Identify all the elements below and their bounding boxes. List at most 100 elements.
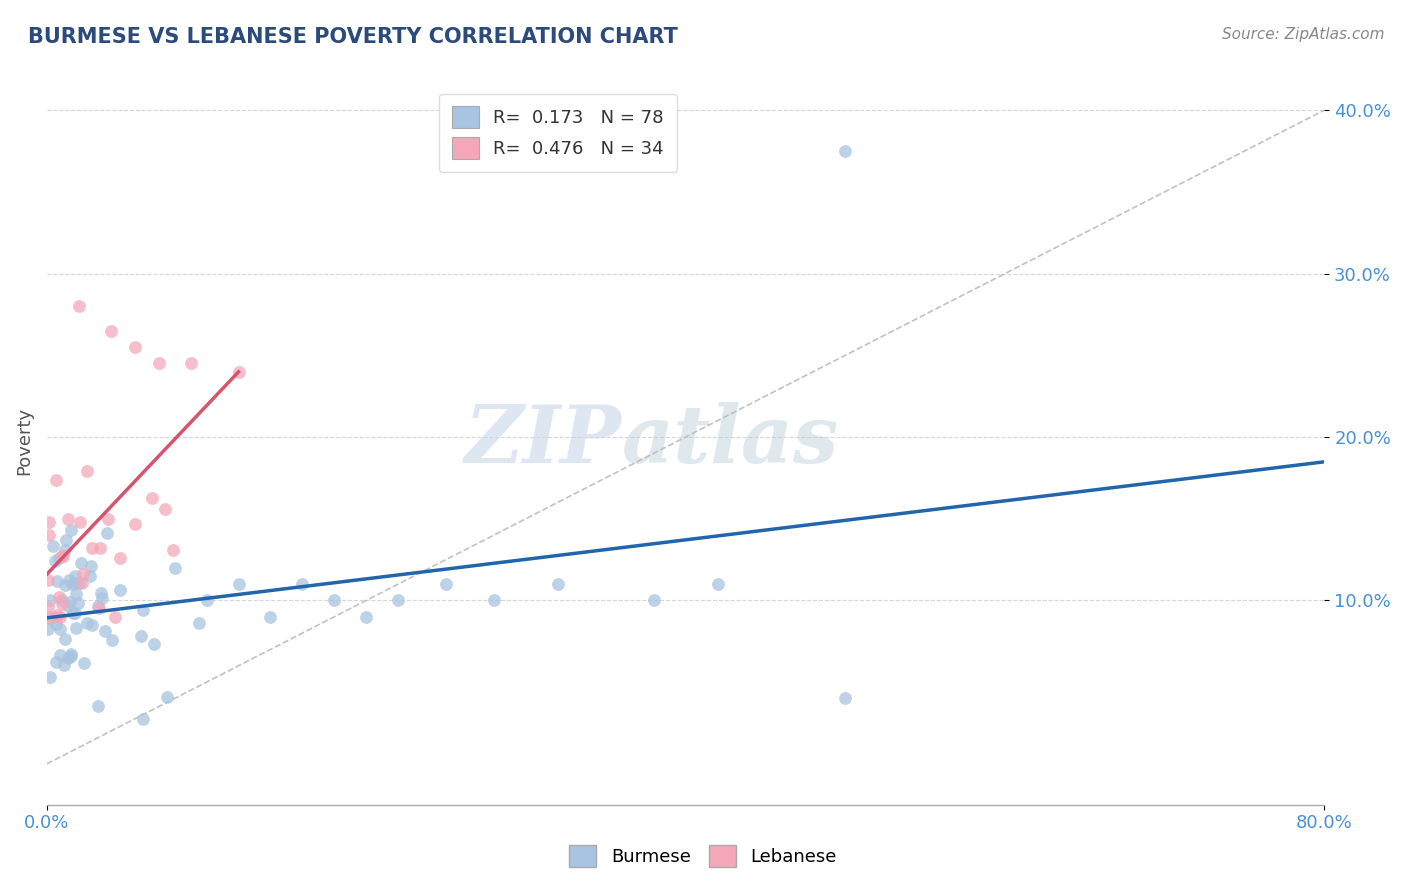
Point [132,603,155,617]
Point [45,655,67,669]
Point [58,573,80,587]
Point [63,568,86,582]
Point [142,637,165,651]
Point [434,577,457,591]
Point [44,609,66,624]
Point [37,574,59,588]
Point [45,473,67,487]
Point [58,649,80,664]
Point [69,515,91,529]
Point [65,587,87,601]
Text: Source: ZipAtlas.com: Source: ZipAtlas.com [1222,27,1385,42]
Point [94,624,117,638]
Point [49,609,72,624]
Point [48,590,70,604]
Point [56,599,79,613]
Point [72,566,94,581]
Point [59,523,82,537]
Point [70,576,93,591]
Point [39,592,62,607]
Point [100,324,122,338]
Point [291,577,314,591]
Point [67,576,90,591]
Point [87,599,110,613]
Point [323,593,346,607]
Text: atlas: atlas [621,402,839,480]
Point [80,541,103,556]
Point [155,501,177,516]
Point [101,632,124,647]
Point [89,541,111,556]
Point [65,621,87,635]
Point [86,699,108,714]
Point [131,712,153,726]
Point [76,464,98,478]
Point [834,691,856,706]
Point [46,574,69,588]
Point [55,543,77,558]
Text: BURMESE VS LEBANESE POVERTY CORRELATION CHART: BURMESE VS LEBANESE POVERTY CORRELATION … [28,27,678,46]
Point [131,629,153,643]
Point [55,533,77,548]
Point [188,615,211,630]
Point [59,648,82,663]
Point [44,554,66,568]
Point [72,656,94,670]
Point [52,549,75,564]
Point [69,556,91,570]
Point [51,593,73,607]
Point [56,511,79,525]
Point [82,617,104,632]
Point [643,593,665,607]
Point [62,607,84,621]
Point [228,365,250,379]
Point [124,517,146,532]
Point [49,623,72,637]
Point [37,623,59,637]
Point [38,527,60,541]
Point [63,606,86,620]
Point [67,299,90,313]
Point [51,549,73,563]
Point [38,670,60,684]
Point [89,601,111,615]
Point [108,551,131,566]
Point [59,595,82,609]
Point [387,593,409,607]
Legend: R=  0.173   N = 78, R=  0.476   N = 34: R= 0.173 N = 78, R= 0.476 N = 34 [439,94,676,172]
Point [41,539,63,553]
Point [79,569,101,583]
Point [148,356,170,370]
Point [45,616,67,631]
Point [38,612,60,626]
Point [155,690,177,705]
Point [104,609,127,624]
Point [97,512,120,526]
Point [53,658,76,673]
Point [108,582,131,597]
Point [834,144,856,158]
Point [37,609,59,624]
Point [51,597,73,611]
Y-axis label: Poverty: Poverty [15,407,32,475]
Point [49,648,72,662]
Point [38,515,60,529]
Point [180,356,202,370]
Point [547,577,569,591]
Point [124,340,146,354]
Point [76,615,98,630]
Point [53,578,76,592]
Legend: Burmese, Lebanese: Burmese, Lebanese [562,838,844,874]
Point [228,577,250,591]
Point [482,593,505,607]
Point [46,608,69,623]
Point [259,609,281,624]
Point [37,599,59,614]
Point [162,543,184,558]
Point [53,632,76,646]
Point [48,551,70,566]
Point [356,609,378,624]
Point [90,586,112,600]
Point [706,577,728,591]
Point [60,647,83,661]
